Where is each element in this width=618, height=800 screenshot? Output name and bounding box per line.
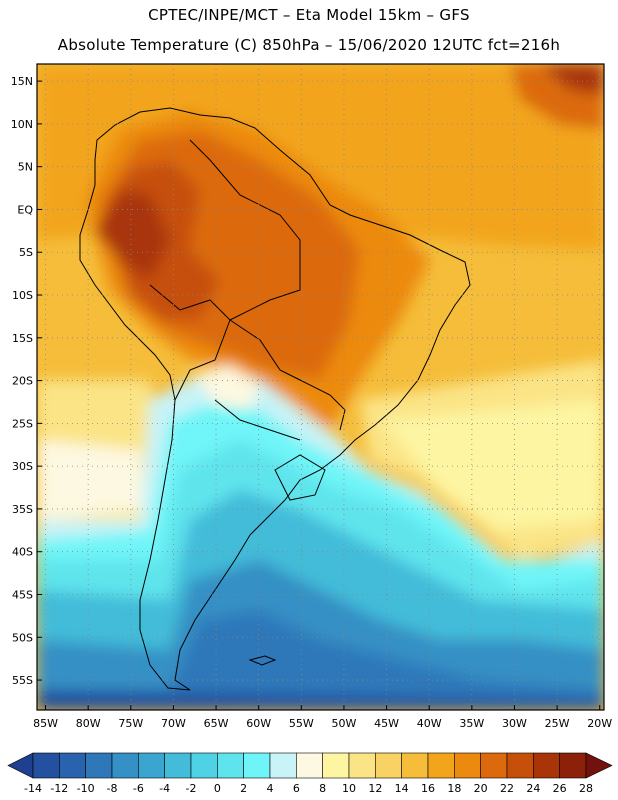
lat-label: 10S (12, 289, 33, 302)
border-andes (174, 319, 231, 401)
colorbar-label: 2 (240, 782, 247, 795)
lon-label: 35W (459, 717, 484, 730)
title-line-2: Absolute Temperature (C) 850hPa – 15/06/… (57, 36, 561, 54)
lat-label: 45S (12, 588, 33, 601)
colorbar-box (506, 752, 534, 779)
colorbar-label: 12 (368, 782, 382, 795)
colorbar-label: -6 (133, 782, 144, 795)
lat-label: 55S (12, 674, 33, 687)
colorbar-box (296, 752, 323, 779)
colorbar-label: -10 (77, 782, 95, 795)
colorbar: -14 -12 -10 -8 -6 -4 -2 0 2 4 6 8 10 12 14 16 18 20 22 24 26… (7, 752, 613, 795)
lon-label: 85W (33, 717, 58, 730)
colorbar-box (85, 752, 113, 779)
lat-label: 5S (19, 246, 33, 259)
lat-label: 40S (12, 546, 33, 559)
colorbar-box (111, 752, 139, 779)
lat-label: 35S (12, 503, 33, 516)
colorbar-label: -2 (186, 782, 197, 795)
lat-label: EQ (17, 203, 33, 216)
border-interior (229, 319, 346, 431)
colorbar-box (348, 752, 376, 779)
colorbar-box (217, 752, 244, 779)
temperature-field (37, 64, 604, 710)
colorbar-box (375, 752, 402, 779)
colorbar-box (59, 752, 86, 779)
lat-label: 25S (12, 417, 33, 430)
colorbar-label: -4 (159, 782, 170, 795)
latitude-labels: 15N 10N 5N EQ 5S 10S 15S 20S 25S 30S 35S 40S 45S 50S 5… (11, 75, 42, 687)
colorbar-box (32, 752, 60, 779)
colorbar-label: 18 (447, 782, 461, 795)
colorbar-box (322, 752, 350, 779)
colorbar-box (243, 752, 271, 779)
lon-label: 45W (374, 717, 399, 730)
colorbar-over-arrow (585, 752, 613, 779)
lat-label: 15S (12, 332, 33, 345)
colorbar-box (559, 752, 587, 779)
colorbar-label: 14 (395, 782, 409, 795)
lon-label: 20W (587, 717, 612, 730)
lon-label: 65W (204, 717, 229, 730)
lon-label: 70W (161, 717, 186, 730)
lon-label: 80W (76, 717, 101, 730)
lon-label: 40W (417, 717, 442, 730)
lat-label: 30S (12, 460, 33, 473)
lon-label: 75W (118, 717, 143, 730)
lat-label: 15N (11, 75, 33, 88)
colorbar-box (427, 752, 455, 779)
colorbar-label: -8 (107, 782, 118, 795)
lon-label: 60W (246, 717, 271, 730)
colorbar-label: 24 (526, 782, 540, 795)
colorbar-box (401, 752, 429, 779)
colorbar-label: 26 (553, 782, 567, 795)
falkland-islands (248, 655, 277, 666)
colorbar-label: 8 (319, 782, 326, 795)
colorbar-label: 6 (293, 782, 300, 795)
colorbar-under-arrow (7, 752, 34, 779)
colorbar-label: 10 (342, 782, 356, 795)
colorbar-box (190, 752, 218, 779)
lon-label: 25W (545, 717, 570, 730)
lat-label: 10N (11, 118, 33, 131)
colorbar-label: 4 (267, 782, 274, 795)
colorbar-box (269, 752, 297, 779)
coastline-borders (79, 107, 471, 691)
lon-label: 30W (502, 717, 527, 730)
border-uruguay (274, 454, 326, 501)
colorbar-box (164, 752, 192, 779)
colorbar-label: -14 (24, 782, 42, 795)
colorbar-box (454, 752, 481, 779)
lat-label: 20S (12, 375, 33, 388)
lat-label: 50S (12, 631, 33, 644)
colorbar-box (480, 752, 508, 779)
colorbar-label: -12 (50, 782, 68, 795)
colorbar-label: 28 (579, 782, 593, 795)
border-argentina (214, 399, 301, 441)
south-america-coastline (79, 107, 471, 691)
title-line-1: CPTEC/INPE/MCT – Eta Model 15km – GFS (148, 6, 470, 24)
colorbar-box (533, 752, 560, 779)
colorbar-box (138, 752, 165, 779)
colorbar-label: 20 (474, 782, 488, 795)
lon-label: 55W (289, 717, 314, 730)
colorbar-label: 22 (500, 782, 514, 795)
lon-label: 50W (332, 717, 357, 730)
lat-label: 5N (18, 161, 33, 174)
colorbar-label: 0 (214, 782, 221, 795)
map-frame (36, 63, 605, 711)
border-brazil (149, 139, 301, 321)
longitude-labels: 85W 80W 75W 70W 65W 60W 55W 50W 45W 40W 35W 30W 25W 2… (33, 705, 612, 730)
colorbar-label: 16 (421, 782, 435, 795)
